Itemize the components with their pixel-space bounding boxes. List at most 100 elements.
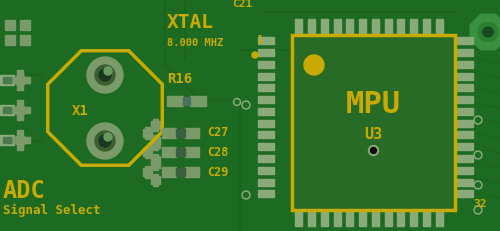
Bar <box>17 130 23 136</box>
Text: 1: 1 <box>257 35 264 45</box>
Circle shape <box>244 103 248 107</box>
Bar <box>176 129 185 137</box>
Bar <box>162 167 176 177</box>
Bar <box>162 147 176 157</box>
Bar <box>24 77 30 83</box>
Text: XTAL: XTAL <box>167 13 214 32</box>
Bar <box>176 148 185 156</box>
Bar <box>183 97 190 105</box>
Bar <box>143 148 152 156</box>
Bar <box>258 120 274 127</box>
Bar <box>457 49 473 56</box>
Bar <box>258 190 274 198</box>
Circle shape <box>242 101 250 109</box>
Bar <box>436 210 442 226</box>
Bar <box>20 35 30 45</box>
Text: ADC: ADC <box>3 179 46 203</box>
Circle shape <box>474 116 482 124</box>
Bar <box>17 70 23 76</box>
Text: C21: C21 <box>232 0 252 9</box>
Bar <box>153 119 158 131</box>
Circle shape <box>242 191 250 199</box>
Text: X1: X1 <box>72 104 89 118</box>
Bar <box>162 128 176 138</box>
Bar <box>20 20 30 30</box>
Bar <box>185 147 199 157</box>
Bar <box>17 84 23 90</box>
Bar <box>258 37 274 44</box>
Text: 32: 32 <box>473 199 486 209</box>
Bar <box>0 135 14 145</box>
Bar <box>457 143 473 150</box>
Bar <box>145 166 150 178</box>
Bar <box>296 19 302 35</box>
Circle shape <box>252 52 258 58</box>
Circle shape <box>483 27 493 37</box>
Circle shape <box>99 135 111 147</box>
Bar <box>372 19 379 35</box>
Bar <box>423 19 430 35</box>
Bar <box>292 35 455 210</box>
Bar <box>151 121 160 129</box>
Text: C27: C27 <box>207 127 229 140</box>
Text: U3: U3 <box>364 127 382 142</box>
Bar <box>258 179 274 185</box>
Bar <box>334 210 340 226</box>
Bar <box>292 35 455 210</box>
Bar <box>24 137 30 143</box>
Circle shape <box>474 206 482 214</box>
Bar <box>359 210 366 226</box>
Text: R16: R16 <box>167 72 192 86</box>
Bar <box>258 131 274 138</box>
Bar <box>190 96 206 106</box>
Bar <box>258 167 274 174</box>
Circle shape <box>234 98 240 106</box>
Circle shape <box>87 123 123 159</box>
Bar <box>296 210 302 226</box>
Bar <box>457 167 473 174</box>
Circle shape <box>476 118 480 122</box>
Bar <box>384 19 392 35</box>
Bar <box>457 131 473 138</box>
Bar <box>185 128 199 138</box>
Bar <box>423 210 430 226</box>
Bar <box>258 73 274 79</box>
Circle shape <box>476 207 480 213</box>
Bar <box>153 158 158 170</box>
Bar <box>457 73 473 79</box>
Bar <box>384 210 392 226</box>
Bar <box>457 96 473 103</box>
Bar <box>334 19 340 35</box>
Bar <box>410 210 417 226</box>
Circle shape <box>304 55 324 75</box>
Bar <box>10 107 16 113</box>
Bar <box>398 19 404 35</box>
Bar <box>3 107 11 113</box>
Polygon shape <box>470 14 500 51</box>
Bar <box>151 137 160 145</box>
Bar <box>10 137 16 143</box>
Bar <box>153 154 158 166</box>
Bar <box>346 210 354 226</box>
Circle shape <box>474 181 482 189</box>
Bar <box>16 136 24 144</box>
Circle shape <box>95 65 115 85</box>
Bar <box>457 120 473 127</box>
Text: MPU: MPU <box>346 90 401 119</box>
Circle shape <box>476 182 480 188</box>
Circle shape <box>87 57 123 93</box>
Bar <box>151 176 160 184</box>
Bar <box>143 168 152 176</box>
Bar <box>176 168 185 176</box>
Bar <box>17 100 23 106</box>
Bar <box>16 106 24 114</box>
Bar <box>258 108 274 115</box>
Bar <box>457 84 473 91</box>
Bar <box>143 129 152 137</box>
Bar <box>0 105 14 115</box>
Circle shape <box>99 69 111 81</box>
Circle shape <box>370 148 376 154</box>
Circle shape <box>235 100 239 104</box>
Bar <box>145 127 150 139</box>
Bar <box>16 76 24 84</box>
